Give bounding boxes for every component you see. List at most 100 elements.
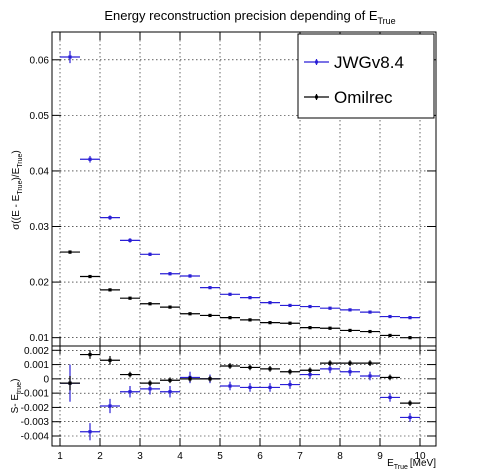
x-tick-label: 10: [414, 451, 426, 462]
data-point: [168, 390, 172, 394]
data-point: [308, 368, 312, 372]
data-point: [268, 321, 272, 325]
x-axis: 1 2 3 4 5 6 7 8 9 10: [57, 451, 426, 462]
data-point: [148, 387, 152, 391]
data-point: [308, 326, 312, 330]
top-y-tick-label: 0.05: [30, 111, 50, 122]
data-point: [148, 302, 152, 306]
x-tick-label: 5: [217, 451, 223, 462]
data-point: [108, 358, 112, 362]
data-point: [408, 415, 412, 420]
top-y-tick-label: 0.04: [30, 166, 50, 177]
data-point: [288, 382, 292, 387]
top-series-jwg: [60, 50, 420, 320]
legend-omilrec-label: Omilrec: [334, 88, 393, 107]
bottom-y-tick-label: -0.004: [21, 432, 50, 443]
data-point: [348, 308, 352, 312]
x-axis-title: ETrue [MeV]: [387, 458, 436, 471]
data-point: [168, 272, 172, 276]
x-tick-label: 4: [177, 451, 183, 462]
legend-omilrec-marker: [315, 95, 318, 99]
data-point: [308, 304, 312, 309]
legend-jwg-marker: [315, 60, 318, 64]
data-point: [148, 381, 152, 385]
x-tick-label: 1: [57, 451, 63, 462]
data-point: [328, 326, 332, 330]
x-tick-label: 8: [337, 451, 343, 462]
data-point: [388, 314, 392, 319]
data-point: [268, 385, 272, 390]
bottom-series-jwg: [60, 364, 420, 441]
x-tick-label: 6: [257, 451, 263, 462]
chart-title-subscript: True: [378, 16, 396, 26]
data-point: [248, 365, 252, 370]
data-point: [408, 401, 412, 405]
top-y-axis-title: σ((E - ETrue)/ETrue): [11, 150, 24, 229]
data-point: [388, 375, 392, 380]
bottom-y-axis: 0.002 0.001 0 -0.001 -0.002 -0.003 -0.004: [21, 346, 436, 443]
legend-entry-omilrec: Omilrec: [304, 88, 393, 107]
data-point: [168, 378, 172, 382]
bottom-y-axis-title: S- Etrue): [10, 379, 23, 414]
data-point: [368, 329, 372, 334]
data-point: [228, 292, 232, 296]
data-point: [128, 372, 132, 377]
data-point: [248, 385, 252, 390]
data-point: [228, 364, 232, 368]
legend: JWGv8.4 Omilrec: [297, 33, 435, 119]
top-y-tick-label: 0.06: [30, 55, 50, 66]
data-point: [188, 377, 192, 381]
data-point: [368, 310, 372, 314]
bottom-y-tick-label: -0.001: [21, 389, 50, 400]
data-point: [268, 367, 272, 371]
data-point: [208, 313, 212, 318]
top-y-tick-label: 0.03: [30, 222, 50, 233]
data-point: [308, 372, 312, 377]
data-point: [148, 252, 152, 256]
data-point: [388, 333, 392, 338]
data-point: [248, 318, 252, 322]
top-y-tick-label: 0.01: [30, 333, 50, 344]
data-point: [368, 374, 372, 378]
data-point: [88, 352, 92, 357]
data-point: [348, 361, 352, 365]
data-point: [88, 274, 92, 279]
data-point: [408, 316, 412, 320]
legend-jwg-label: JWGv8.4: [334, 53, 404, 72]
x-tick-label: 9: [377, 451, 383, 462]
top-series-layer: [60, 50, 420, 340]
data-point: [128, 296, 132, 300]
data-point: [408, 336, 412, 340]
data-point: [68, 55, 72, 59]
data-point: [128, 390, 132, 394]
data-point: [228, 316, 232, 320]
data-point: [68, 381, 72, 385]
data-point: [88, 157, 92, 161]
data-point: [288, 370, 292, 374]
data-point: [108, 288, 112, 292]
data-point: [188, 274, 192, 278]
bottom-y-tick-label: 0.001: [24, 360, 49, 371]
data-point: [168, 305, 172, 309]
x-tick-label: 7: [297, 451, 303, 462]
top-y-tick-label: 0.02: [30, 278, 50, 289]
data-point: [348, 370, 352, 374]
top-series-omilrec: [60, 250, 420, 340]
data-point: [208, 286, 212, 290]
data-point: [268, 301, 272, 305]
data-point: [328, 361, 332, 365]
data-point: [328, 306, 332, 310]
data-point: [88, 430, 92, 434]
legend-entry-jwg: JWGv8.4: [304, 53, 404, 72]
data-point: [288, 321, 292, 325]
x-tick-label: 2: [97, 451, 103, 462]
data-point: [388, 395, 392, 400]
data-point: [188, 312, 192, 316]
data-point: [368, 361, 372, 365]
data-point: [128, 238, 132, 243]
bottom-y-tick-label: 0: [43, 374, 49, 385]
bottom-panel: 0.002 0.001 0 -0.001 -0.002 -0.003 -0.004 1 2 3 4…: [10, 345, 437, 471]
data-point: [228, 384, 232, 388]
data-point: [288, 303, 292, 308]
